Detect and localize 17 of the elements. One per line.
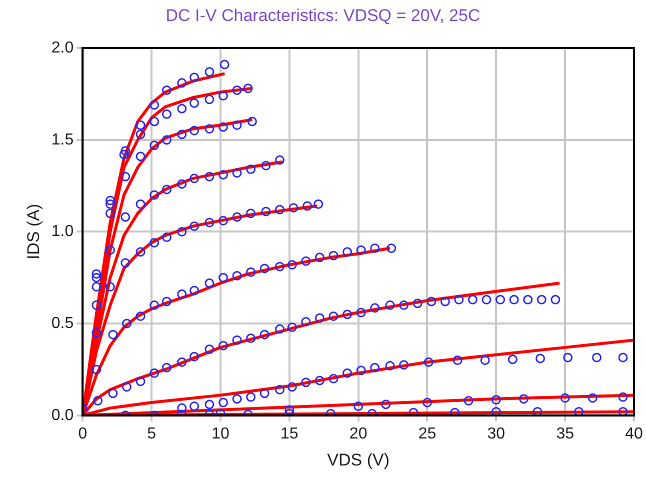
x-tick-label: 30: [487, 425, 506, 442]
x-tick-label: 15: [280, 425, 298, 442]
x-tick-label: 40: [625, 425, 643, 442]
x-tick-label: 0: [78, 425, 88, 442]
y-axis-title: IDS (A): [24, 204, 43, 260]
y-tick-label: 1.0: [51, 223, 74, 240]
y-tick-label: 1.5: [51, 131, 74, 148]
x-tick-label: 10: [212, 425, 230, 442]
x-axis-title: VDS (V): [327, 450, 390, 470]
y-tick-label: 2.0: [51, 39, 74, 56]
y-tick-label: 0.0: [51, 406, 74, 424]
x-tick-label: 25: [418, 425, 436, 442]
chart-title: DC I-V Characteristics: VDSQ = 20V, 25C: [164, 6, 482, 26]
x-tick-label: 20: [349, 425, 368, 442]
x-tick-label: 5: [147, 425, 156, 442]
y-tick-label: 0.5: [51, 314, 74, 332]
x-tick-label: 35: [556, 425, 574, 442]
